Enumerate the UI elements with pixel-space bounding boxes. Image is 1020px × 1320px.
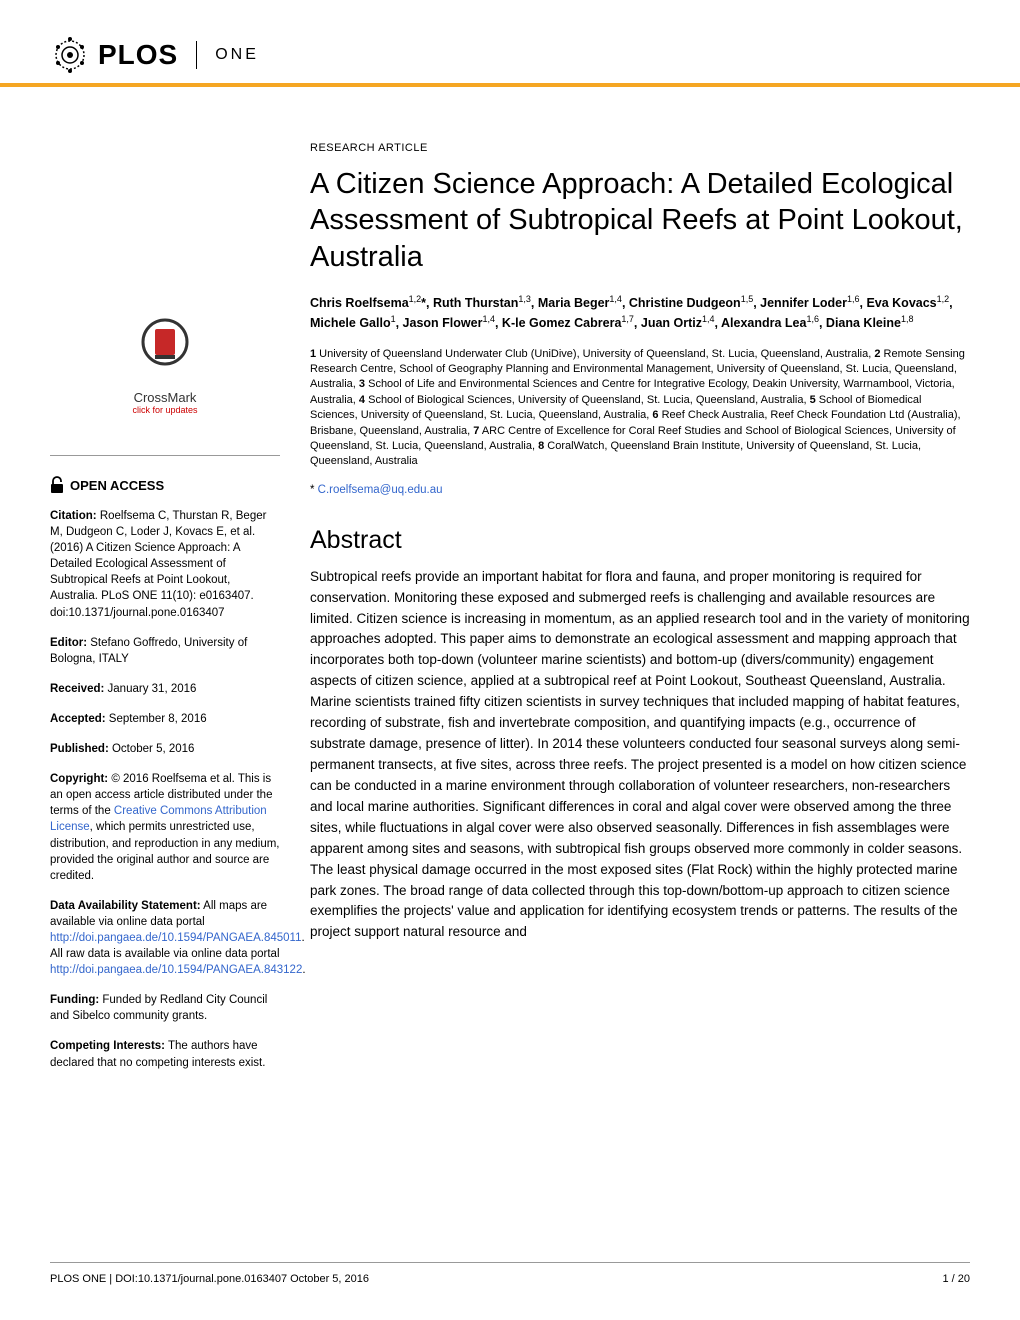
plos-one-text: ONE xyxy=(215,46,259,64)
main-content: CrossMark click for updates OPEN ACCESS … xyxy=(0,87,1020,1085)
citation-label: Citation: xyxy=(50,510,97,522)
received-label: Received: xyxy=(50,683,104,695)
received-section: Received: January 31, 2016 xyxy=(50,681,280,697)
crossmark-widget[interactable]: CrossMark click for updates xyxy=(50,317,280,415)
copyright-section: Copyright: © 2016 Roelfsema et al. This … xyxy=(50,771,280,884)
page-number: 1 / 20 xyxy=(942,1273,970,1285)
crossmark-icon xyxy=(140,317,190,382)
editor-section: Editor: Stefano Goffredo, University of … xyxy=(50,635,280,667)
correspondence: * C.roelfsema@uq.edu.au xyxy=(310,484,970,496)
crossmark-label: CrossMark xyxy=(50,390,280,405)
competing-section: Competing Interests: The authors have de… xyxy=(50,1038,280,1070)
crossmark-sublabel: click for updates xyxy=(50,405,280,415)
data-text-3: . xyxy=(302,964,305,976)
plos-text: PLOS xyxy=(98,39,178,71)
accepted-label: Accepted: xyxy=(50,713,106,725)
published-section: Published: October 5, 2016 xyxy=(50,741,280,757)
data-availability-section: Data Availability Statement: All maps ar… xyxy=(50,898,280,978)
logo-divider xyxy=(196,41,197,69)
accepted-section: Accepted: September 8, 2016 xyxy=(50,711,280,727)
lock-open-icon xyxy=(50,476,64,494)
data-link-2[interactable]: http://doi.pangaea.de/10.1594/PANGAEA.84… xyxy=(50,964,302,976)
abstract-text: Subtropical reefs provide an important h… xyxy=(310,567,970,944)
correspondence-email[interactable]: C.roelfsema@uq.edu.au xyxy=(318,484,443,496)
authors-list: Chris Roelfsema1,2*, Ruth Thurstan1,3, M… xyxy=(310,293,970,333)
open-access-text: OPEN ACCESS xyxy=(70,478,164,493)
article-type: RESEARCH ARTICLE xyxy=(310,142,970,154)
article-title: A Citizen Science Approach: A Detailed E… xyxy=(310,166,970,275)
affiliations-list: 1 University of Queensland Underwater Cl… xyxy=(310,347,970,470)
accepted-text: September 8, 2016 xyxy=(106,713,207,725)
sidebar: CrossMark click for updates OPEN ACCESS … xyxy=(50,87,280,1085)
funding-section: Funding: Funded by Redland City Council … xyxy=(50,992,280,1024)
plos-logo-icon xyxy=(50,35,90,75)
page-footer: PLOS ONE | DOI:10.1371/journal.pone.0163… xyxy=(50,1262,970,1285)
published-text: October 5, 2016 xyxy=(109,743,195,755)
sidebar-divider xyxy=(50,455,280,456)
editor-label: Editor: xyxy=(50,637,87,649)
abstract-heading: Abstract xyxy=(310,526,970,555)
received-text: January 31, 2016 xyxy=(104,683,196,695)
data-label: Data Availability Statement: xyxy=(50,900,201,912)
citation-section: Citation: Roelfsema C, Thurstan R, Beger… xyxy=(50,508,280,621)
footer-citation: PLOS ONE | DOI:10.1371/journal.pone.0163… xyxy=(50,1273,369,1285)
open-access-badge: OPEN ACCESS xyxy=(50,476,280,494)
journal-header: PLOS ONE xyxy=(0,0,1020,87)
published-label: Published: xyxy=(50,743,109,755)
correspondence-prefix: * xyxy=(310,484,318,496)
competing-label: Competing Interests: xyxy=(50,1040,165,1052)
data-link-1[interactable]: http://doi.pangaea.de/10.1594/PANGAEA.84… xyxy=(50,932,302,944)
article-body: RESEARCH ARTICLE A Citizen Science Appro… xyxy=(310,87,970,1085)
citation-text: Roelfsema C, Thurstan R, Beger M, Dudgeo… xyxy=(50,510,266,619)
plos-logo: PLOS ONE xyxy=(50,35,259,75)
copyright-label: Copyright: xyxy=(50,773,108,785)
funding-label: Funding: xyxy=(50,994,99,1006)
